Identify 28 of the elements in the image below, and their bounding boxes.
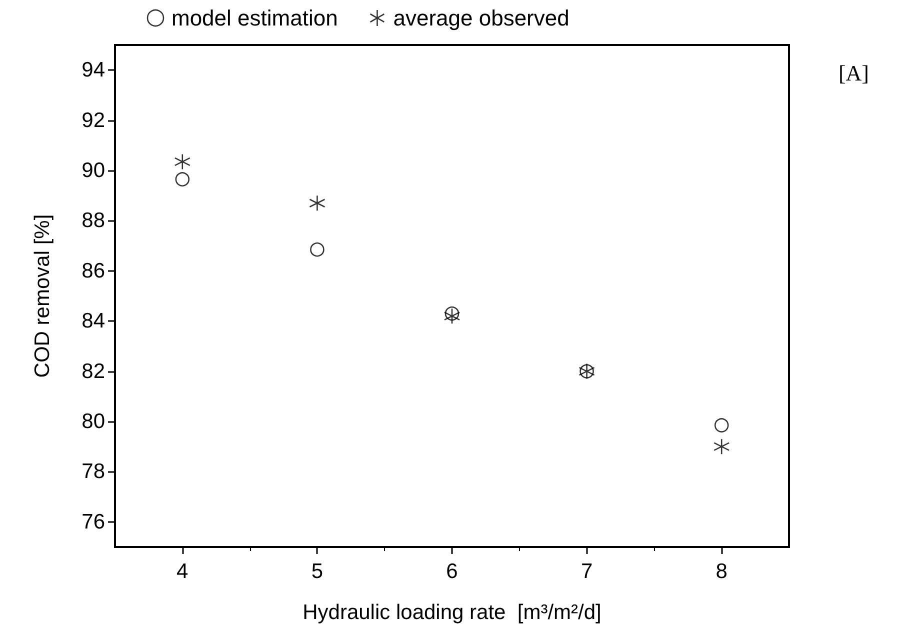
y-tick-label: 78 [82,460,105,484]
point [714,418,729,432]
x-tick-label: 8 [716,560,728,583]
x-tick-label: 7 [580,560,593,583]
legend-label: model estimation [172,6,338,30]
point [713,438,730,455]
y-tick-label: 82 [82,360,105,383]
point [444,308,460,324]
y-tick-label: 80 [82,410,105,433]
y-tick-label: 92 [82,108,105,132]
x-tick-label: 4 [176,560,189,583]
x-tick-label: 6 [446,560,458,583]
point [310,242,324,257]
y-tick-label: 90 [82,159,105,182]
point [174,154,191,170]
y-tick-label: 84 [82,310,106,333]
y-tick-label: 88 [82,209,105,232]
x-tick-label: 5 [311,560,324,583]
y-tick-label: 94 [82,58,106,82]
point [309,194,326,212]
text: [A] [838,60,870,86]
legend-label: average observed [393,6,570,30]
y-tick-label: 76 [82,510,105,534]
point [175,172,190,186]
y-tick-label: 86 [82,259,105,282]
point [444,306,460,321]
y-axis-title: COD removal [%] [31,214,54,378]
x-axis-title: Hydraulic loading rate [m³/m²/d] [302,601,602,624]
